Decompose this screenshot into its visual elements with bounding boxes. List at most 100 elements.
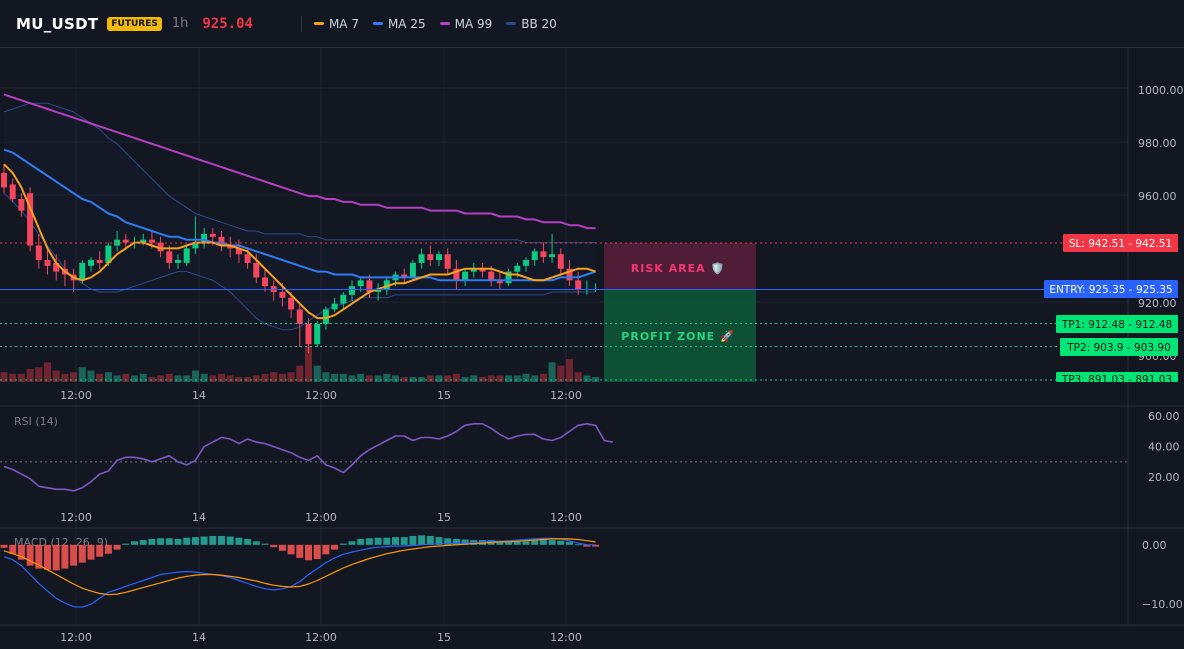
volume-bar: [339, 373, 347, 382]
price-tag-tp3[interactable]: TP3: 891.03 - 891.03: [1056, 372, 1178, 386]
volume-bar: [479, 377, 486, 382]
volume-bar: [113, 375, 121, 382]
level-lines: [0, 242, 1128, 381]
macd-histogram-bar: [331, 544, 339, 550]
header-divider: [300, 15, 302, 32]
macd-histogram-bar: [348, 541, 356, 545]
price-tag-entry[interactable]: ENTRY: 925.35 - 925.35: [1044, 280, 1178, 298]
volume-bar: [70, 372, 78, 382]
interval-selector[interactable]: 1h: [171, 16, 189, 31]
volume-bar: [270, 372, 278, 382]
macd-histogram-bar: [435, 537, 443, 545]
price-tags: SL: 942.51 - 942.51 ENTRY: 925.35 - 925.3…: [1044, 234, 1178, 386]
last-price: 925.04: [202, 15, 253, 32]
candle-body: [575, 280, 582, 290]
candle-body: [218, 236, 225, 246]
candle-body: [349, 286, 355, 295]
price-tag-tp2[interactable]: TP2: 903.9 - 903.90: [1060, 338, 1178, 356]
macd-histogram-bar: [252, 541, 260, 545]
legend-ma25[interactable]: MA 25: [372, 17, 426, 31]
symbol-name[interactable]: MU_USDT: [16, 14, 99, 33]
time-label: 15: [437, 631, 451, 644]
macd-histogram-bar: [278, 544, 286, 551]
time-label: 12:00: [60, 511, 92, 524]
macd-histogram-bar: [531, 540, 539, 545]
legend-ma7[interactable]: MA 7: [313, 17, 359, 31]
volume-bar: [452, 373, 460, 382]
time-label: 14: [192, 511, 206, 524]
volume-bar: [522, 373, 530, 382]
macd-histogram-bar: [218, 535, 225, 545]
candle-body: [114, 239, 121, 246]
candle-body: [462, 271, 469, 281]
price-tick-label: 1000.00: [1138, 84, 1184, 97]
volume-bar: [566, 359, 573, 382]
legend-ma99-swatch: [439, 22, 450, 25]
macd-histogram-bar: [452, 538, 460, 545]
macd-histogram-bar: [61, 544, 69, 569]
macd-histogram-bar: [244, 538, 252, 545]
price-tag-label: ENTRY: 925.35 - 925.35: [1049, 284, 1172, 296]
candle-body: [375, 289, 382, 292]
time-label: 12:00: [60, 631, 92, 644]
time-label: 12:00: [550, 631, 582, 644]
risk-area-label: RISK AREA 🛡️: [631, 262, 725, 275]
volume-bar: [139, 373, 147, 382]
volume-bar: [383, 373, 391, 382]
rsi-title: RSI (14): [14, 415, 58, 428]
price-tag-background: [1056, 315, 1178, 333]
price-tag-tp1[interactable]: TP1: 912.48 - 912.48: [1056, 315, 1178, 333]
macd-histogram-bar: [174, 538, 182, 545]
volume-bar: [35, 367, 43, 382]
candle-body: [157, 242, 164, 252]
macd-histogram-bar: [26, 544, 34, 566]
volume-bar: [252, 375, 260, 382]
candle-body: [105, 245, 112, 263]
volume-bar: [278, 373, 286, 382]
volume-bar: [209, 375, 217, 382]
macd-histogram-bar: [87, 544, 95, 560]
legend-ma7-swatch: [313, 22, 324, 25]
rsi-tick-label: 40.00: [1148, 441, 1180, 454]
time-label: 12:00: [550, 389, 582, 402]
price-tag-sl[interactable]: SL: 942.51 - 942.51: [1063, 234, 1178, 252]
legend-bb20[interactable]: BB 20: [506, 17, 557, 31]
trade-zones: RISK AREA 🛡️ PROFIT ZONE 🚀: [604, 243, 756, 382]
legend-ma99[interactable]: MA 99: [439, 17, 492, 31]
candle-body: [44, 260, 51, 266]
macd-histogram-bar: [261, 543, 269, 545]
volume-bar: [17, 373, 25, 382]
volume-bar: [296, 365, 304, 382]
candle-body: [35, 245, 42, 261]
candle-body: [383, 280, 390, 290]
time-axis: 12:00 14 12:00 15 12:00 12:00 14 12:00 15 12:00 12…: [60, 389, 582, 644]
price-tag-label: SL: 942.51 - 942.51: [1069, 238, 1172, 250]
candle-body: [366, 280, 373, 292]
volume-bars: [0, 346, 600, 382]
volume-bar: [365, 375, 373, 382]
macd-histogram-bar: [566, 541, 573, 545]
volume-bar: [548, 362, 556, 382]
time-label: 12:00: [305, 511, 337, 524]
volume-bar: [78, 367, 86, 382]
candle-body: [566, 268, 573, 281]
candle-body: [557, 254, 564, 269]
candle-body: [444, 254, 451, 269]
macd-histogram-bar: [78, 544, 86, 563]
macd-histogram-bar: [592, 544, 600, 547]
candle-body: [322, 309, 329, 324]
macd-histogram-bar: [409, 535, 417, 545]
volume-bar: [470, 375, 478, 382]
volume-bar: [348, 375, 356, 382]
time-label: 15: [437, 511, 451, 524]
macd-histogram-bar: [392, 537, 399, 545]
volume-bar: [305, 346, 312, 382]
candle-body: [427, 254, 434, 261]
volume-bar: [409, 377, 417, 382]
macd-histogram-bar: [139, 540, 147, 545]
volume-bar: [313, 365, 321, 382]
macd-tick-label: 0.00: [1142, 539, 1167, 552]
candle-body: [148, 239, 155, 243]
volume-bar: [426, 375, 434, 382]
